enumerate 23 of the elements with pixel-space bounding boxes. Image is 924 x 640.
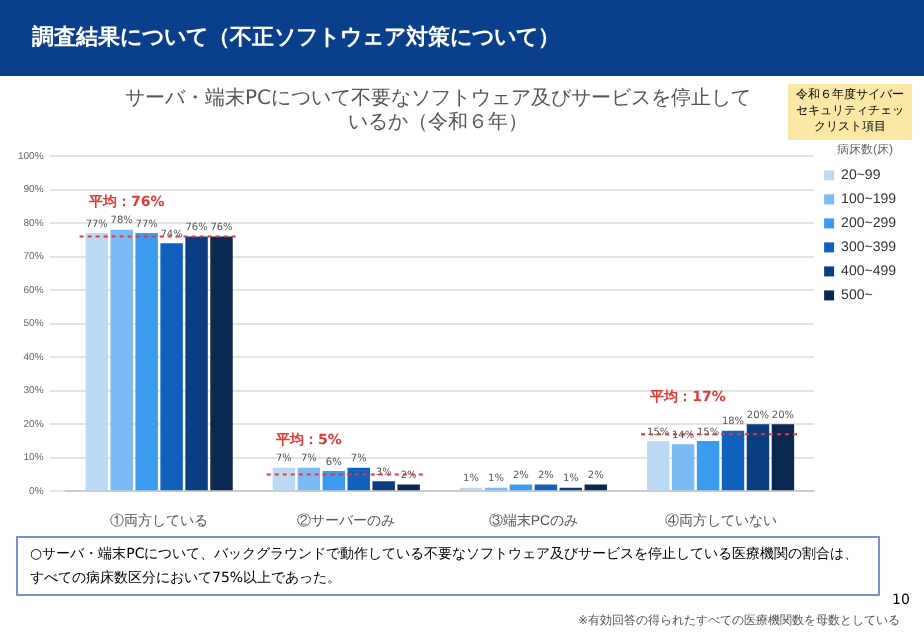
bar: [160, 243, 183, 491]
bar: [509, 484, 533, 491]
bar: [85, 233, 108, 491]
bar: [671, 444, 695, 491]
bar: [534, 484, 558, 491]
bar: [347, 467, 370, 491]
chart-title: サーバ・端末PCについて不要なソフトウェア及びサービスを停止しているか（令和６年）: [122, 88, 753, 136]
bar: [372, 481, 395, 491]
bar: [696, 440, 720, 491]
bar: [397, 484, 420, 491]
bar: [272, 467, 296, 491]
bar: [322, 471, 346, 491]
bar: [185, 236, 208, 491]
bar: [135, 233, 158, 491]
bar: [771, 424, 795, 491]
bar: [584, 484, 608, 491]
bar: [721, 430, 745, 491]
bar: [210, 236, 233, 491]
chart-subtitle: 調査結果について（不正ソフトウェア対策について）: [0, 0, 924, 76]
bar: [297, 467, 321, 491]
bar: [746, 424, 770, 491]
bar: [110, 229, 133, 491]
bar: [646, 440, 670, 491]
